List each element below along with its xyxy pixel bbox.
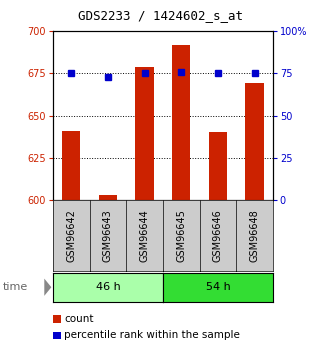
Text: GDS2233 / 1424602_s_at: GDS2233 / 1424602_s_at: [78, 9, 243, 22]
Text: GSM96648: GSM96648: [249, 209, 259, 262]
Text: GSM96646: GSM96646: [213, 209, 223, 262]
Text: GSM96645: GSM96645: [176, 209, 186, 262]
Polygon shape: [44, 279, 51, 296]
Text: 46 h: 46 h: [96, 282, 120, 292]
Text: GSM96644: GSM96644: [140, 209, 150, 262]
Bar: [135, 67, 154, 200]
Bar: [99, 195, 117, 200]
Text: 54 h: 54 h: [205, 282, 230, 292]
Bar: [62, 131, 81, 200]
Text: percentile rank within the sample: percentile rank within the sample: [64, 331, 240, 340]
Bar: [209, 132, 227, 200]
Text: count: count: [64, 314, 94, 324]
Text: GSM96642: GSM96642: [66, 209, 76, 262]
Text: GSM96643: GSM96643: [103, 209, 113, 262]
Bar: [172, 45, 190, 200]
Bar: [245, 83, 264, 200]
Text: time: time: [3, 282, 29, 292]
